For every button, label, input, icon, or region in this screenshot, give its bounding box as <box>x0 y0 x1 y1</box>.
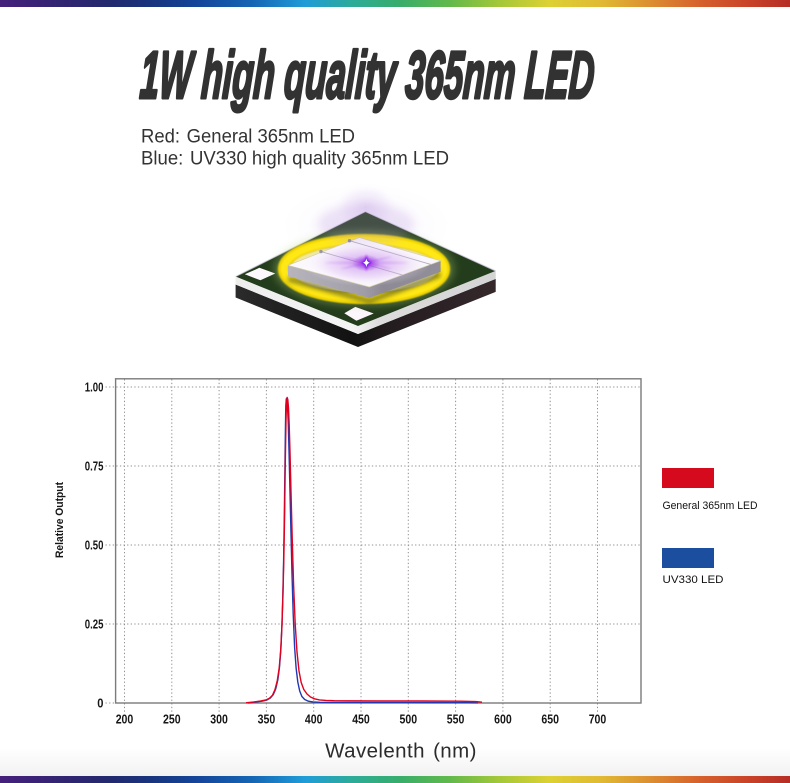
svg-text:Relative Output: Relative Output <box>54 482 66 558</box>
svg-text:0.25: 0.25 <box>85 616 104 631</box>
svg-text:UV330 LED: UV330 LED <box>663 574 724 586</box>
svg-text:300: 300 <box>210 712 228 727</box>
svg-text:250: 250 <box>163 712 181 727</box>
svg-text:General 365nm LED: General 365nm LED <box>663 500 758 512</box>
svg-text:200: 200 <box>116 712 134 727</box>
svg-text:1.00: 1.00 <box>85 379 104 394</box>
svg-text:400: 400 <box>305 712 323 727</box>
svg-text:700: 700 <box>589 712 607 727</box>
svg-text:550: 550 <box>447 712 465 727</box>
svg-text:600: 600 <box>494 712 512 727</box>
svg-text:350: 350 <box>258 712 276 727</box>
svg-text:450: 450 <box>352 712 370 727</box>
svg-text:650: 650 <box>541 712 559 727</box>
svg-text:0.75: 0.75 <box>85 458 104 473</box>
svg-text:Blue: UV330 high quality 365n: Blue: UV330 high quality 365nm LED <box>141 149 449 170</box>
svg-text:0: 0 <box>97 695 103 710</box>
svg-text:0.50: 0.50 <box>85 537 104 552</box>
svg-text:Wavelenth (nm): Wavelenth (nm) <box>325 740 477 763</box>
svg-text:Red: General 365nm LED: Red: General 365nm LED <box>141 127 355 148</box>
svg-text:500: 500 <box>400 712 418 727</box>
svg-text:1W high quality 365nm LED: 1W high quality 365nm LED <box>138 38 597 113</box>
